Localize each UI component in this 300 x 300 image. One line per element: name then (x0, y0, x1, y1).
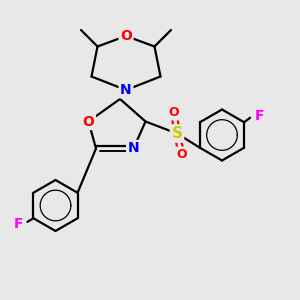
Text: O: O (82, 115, 94, 128)
Text: N: N (128, 142, 139, 155)
Text: F: F (255, 109, 264, 123)
Text: O: O (176, 148, 187, 161)
Text: N: N (120, 83, 132, 97)
Text: S: S (172, 126, 182, 141)
Text: O: O (169, 106, 179, 119)
Text: F: F (14, 217, 23, 231)
Text: O: O (120, 29, 132, 43)
